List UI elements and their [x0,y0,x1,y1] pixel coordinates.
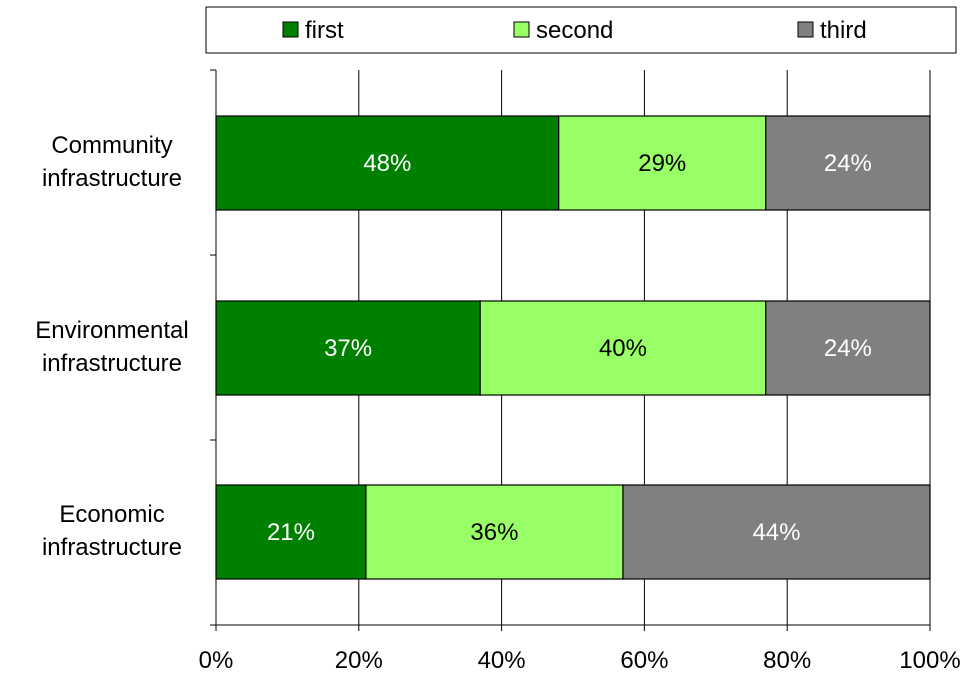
category-label-2: Economic infrastructure [42,501,182,561]
x-tick-labels: 0% 20% 40% 60% 80% 100% [199,647,961,674]
bar-second-1 [479,300,767,396]
bar-first-1 [215,300,481,396]
bar-label-first-2: 21% [267,519,315,546]
legend-label-third: third [820,17,867,44]
bar-label-third-1: 24% [824,335,872,362]
x-tick-label-60: 60% [620,647,668,674]
category-label-line: infrastructure [42,534,182,561]
bar-third-0 [765,115,931,211]
legend-box [205,6,957,54]
x-tick-label-0: 0% [199,647,234,674]
bar-label-second-0: 29% [638,150,686,177]
legend-swatch-third [797,21,814,38]
bars: 48% 29% 24% 37% 40% 24% 21% 36% 44% [215,115,931,580]
legend-swatch-second [513,21,530,38]
bar-label-second-2: 36% [470,519,518,546]
bar-third-1 [765,300,931,396]
category-label-line: Economic [59,501,164,528]
category-label-line: Community [51,132,172,159]
category-label-1: Environmental infrastructure [35,317,188,377]
bar-third-2 [622,484,931,580]
axes [210,69,931,631]
legend: first second third [205,6,957,54]
bar-label-third-2: 44% [752,519,800,546]
x-tick-label-100: 100% [899,647,960,674]
category-label-line: infrastructure [42,350,182,377]
legend-label-first: first [305,17,344,44]
bar-label-first-1: 37% [324,335,372,362]
bar-label-second-1: 40% [599,335,647,362]
bar-label-first-0: 48% [363,150,411,177]
bar-second-2 [365,484,624,580]
category-label-line: infrastructure [42,165,182,192]
x-tick-label-80: 80% [763,647,811,674]
category-label-line: Environmental [35,317,188,344]
legend-label-second: second [536,17,613,44]
category-label-0: Community infrastructure [42,132,182,192]
x-tick-label-40: 40% [478,647,526,674]
bar-label-third-0: 24% [824,150,872,177]
x-tick-label-20: 20% [335,647,383,674]
bar-second-0 [558,115,767,211]
legend-swatch-first [282,21,299,38]
category-labels: Community infrastructure Environmental infr… [35,132,188,561]
